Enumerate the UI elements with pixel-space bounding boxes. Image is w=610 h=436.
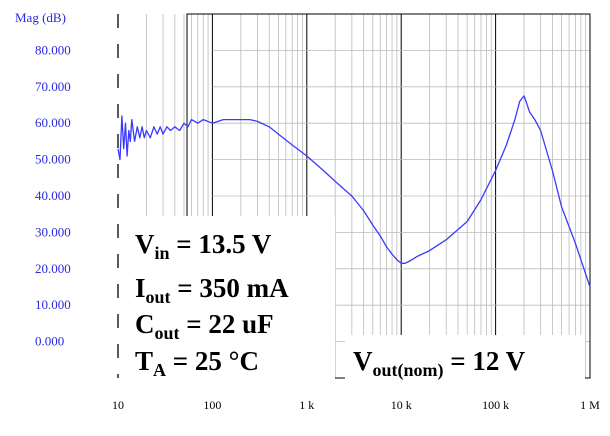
y-tick-label: 30.000 [35,224,71,239]
y-tick-label: 70.000 [35,79,71,94]
conditions-box [120,216,335,384]
series-line [117,95,591,288]
annotation-cout: Cout = 22 uF [135,309,274,343]
y-tick-label: 80.000 [35,42,71,57]
y-tick-label: 20.000 [35,261,71,276]
annotation-vout-nom: Vout(nom) = 12 V [353,346,526,381]
x-tick-labels: 10 100 1 k 10 k 100 k 1 M [112,398,600,412]
annotation-vin: Vin = 13.5 V [135,229,272,263]
y-tick-label: 40.000 [35,188,71,203]
series-group [117,95,591,288]
x-tick-label: 1 k [299,398,314,412]
y-tick-label: 0.000 [35,334,64,349]
y-tick-labels: 80.000 70.000 60.000 50.000 40.000 30.000 20.0… [35,42,71,348]
x-tick-label: 100 k [482,398,509,412]
x-tick-label: 100 [203,398,221,412]
y-tick-label: 10.000 [35,297,71,312]
annotation-ta: TA = 25 °C [135,346,259,380]
x-tick-label: 10 k [391,398,412,412]
y-tick-label: 50.000 [35,152,71,167]
y-tick-label: 60.000 [35,115,71,130]
x-tick-label: 10 [112,398,124,412]
y-axis-label: Mag (dB) [15,10,66,25]
x-tick-label: 1 M [580,398,600,412]
vout-box [345,335,585,383]
annotation-iout: Iout = 350 mA [135,273,289,307]
